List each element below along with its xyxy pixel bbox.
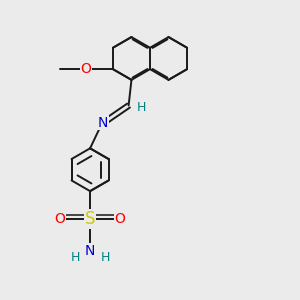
Text: H: H [70,251,80,264]
Text: S: S [85,210,95,228]
Text: O: O [80,62,91,76]
Text: H: H [100,251,110,264]
Text: N: N [98,116,108,130]
Text: O: O [55,212,66,226]
Text: O: O [115,212,125,226]
Text: H: H [137,101,146,114]
Text: N: N [85,244,95,258]
